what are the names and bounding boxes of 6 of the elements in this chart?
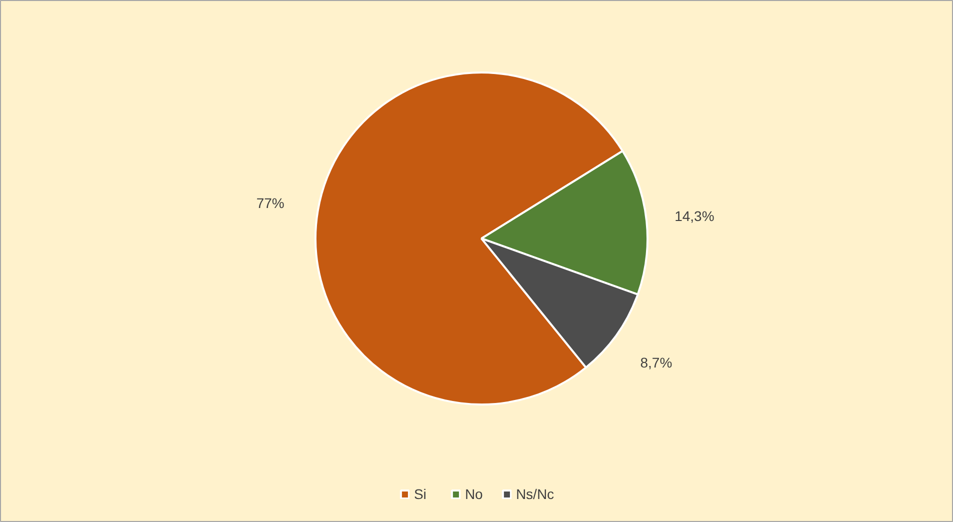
data-label: 77%: [256, 194, 284, 211]
data-label: 14,3%: [674, 208, 714, 224]
legend-label: Si: [414, 486, 428, 502]
data-label: 8,7%: [640, 354, 672, 370]
legend-label: Ns/Nc: [516, 486, 554, 502]
legend-label: No: [464, 486, 484, 502]
